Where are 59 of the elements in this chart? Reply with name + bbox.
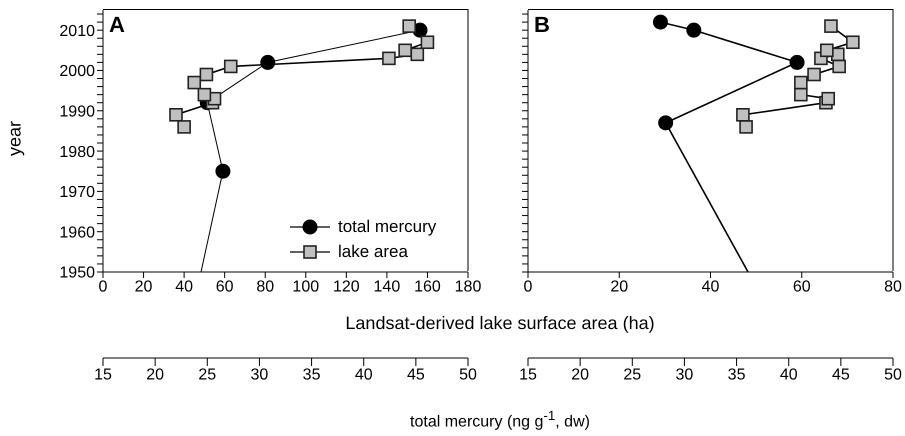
x-tick-label: 60 (792, 278, 811, 296)
x2-tick-label: 40 (780, 366, 798, 384)
x2-tick-label: 35 (728, 366, 746, 384)
x-tick-label: 20 (134, 278, 153, 296)
chart-title: B (534, 12, 550, 38)
point (820, 44, 834, 58)
x2-tick-label: 15 (519, 366, 537, 384)
point (821, 92, 836, 106)
y-tick-label: 1970 (59, 184, 96, 202)
y-tick-label: 1950 (59, 264, 96, 282)
x-tick-label: 160 (414, 278, 441, 296)
y-axis-title: year (4, 120, 26, 156)
x2-tick-label: 25 (623, 366, 642, 384)
x2-tick-label: 40 (354, 366, 373, 384)
x2-tick-label: 20 (571, 366, 590, 384)
y-tick-label: 2010 (59, 22, 96, 40)
x2-tick-label: 15 (94, 366, 112, 384)
x-tick-label: 0 (524, 278, 533, 296)
x2-tick-label: 45 (406, 366, 425, 384)
y-tick-label: 1980 (59, 144, 96, 161)
x-tick-label: 120 (332, 278, 360, 296)
x-tick-label: 60 (216, 278, 234, 296)
y-tick-label: 1960 (59, 224, 96, 242)
x2-tick-label: 20 (146, 366, 164, 384)
chart-title: A (109, 12, 125, 38)
point (846, 35, 860, 50)
point (794, 76, 808, 90)
legend-label: total mercury (338, 216, 436, 236)
x2-tick-label: 35 (302, 366, 321, 384)
x-axis-title: Landsat-derived lake surface area (ha) (344, 313, 656, 334)
x-tick-label: 100 (292, 278, 320, 296)
x2-axis-title: total mercury (ng g$^{-1}$, dw) (409, 408, 591, 432)
x2-tick-label: 50 (884, 366, 902, 384)
x-tick-label: 20 (610, 278, 628, 296)
x-tick-label: 80 (884, 278, 902, 296)
point (652, 14, 668, 30)
point (686, 22, 702, 38)
point (807, 68, 821, 82)
x-tick-label: 80 (256, 278, 274, 296)
x2-tick-label: 25 (198, 366, 216, 384)
point (215, 164, 230, 179)
point (736, 108, 750, 122)
x2-tick-label: 30 (676, 366, 694, 384)
point (824, 19, 838, 33)
x-tick-label: 0 (98, 278, 108, 296)
x-tick-label: 40 (702, 278, 720, 296)
x2-tick-label: 50 (459, 366, 477, 384)
y-tick-label: 2000 (59, 63, 96, 80)
legend-label: lake area (338, 242, 408, 262)
x-tick-label: 140 (374, 278, 400, 296)
point (832, 60, 846, 74)
x2-tick-label: 30 (250, 366, 268, 384)
x-tick-label: 40 (175, 278, 194, 296)
point (790, 54, 805, 70)
x2-tick-label: 45 (832, 366, 850, 384)
y-tick-label: 1990 (59, 103, 96, 120)
x-tick-label: 180 (454, 278, 482, 296)
point (739, 120, 753, 134)
point (658, 115, 674, 130)
